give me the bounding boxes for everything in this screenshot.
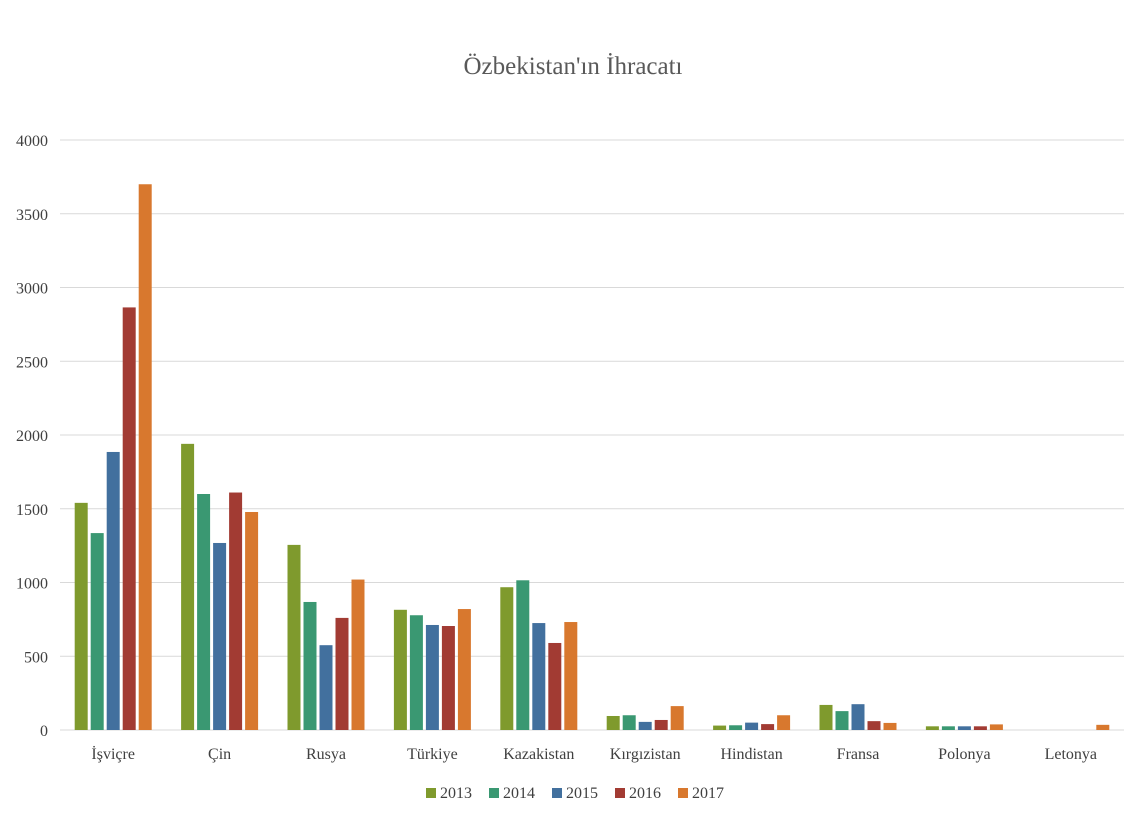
x-category-label: Çin xyxy=(208,746,231,763)
bar-2013-7 xyxy=(819,704,833,730)
legend-swatch-2016 xyxy=(615,788,625,798)
y-tick-label: 1500 xyxy=(16,502,48,519)
bar-2016-8 xyxy=(973,726,987,730)
bar-2016-4 xyxy=(548,642,562,730)
legend-label-2016: 2016 xyxy=(629,785,661,802)
bar-2014-5 xyxy=(622,715,636,730)
bar-2015-4 xyxy=(532,623,546,730)
bars xyxy=(74,184,1110,730)
x-category-label: Polonya xyxy=(938,746,990,763)
bar-2016-7 xyxy=(867,721,881,730)
y-tick-label: 0 xyxy=(40,723,48,740)
legend-label-2017: 2017 xyxy=(692,785,724,802)
legend: 2013 2014 2015 2016 2017 xyxy=(426,785,724,802)
bar-2013-2 xyxy=(287,544,301,730)
bar-2017-0 xyxy=(138,184,152,730)
bar-2016-1 xyxy=(229,492,243,730)
y-axis-ticks: 0 500 1000 1500 2000 2500 3000 3500 4000 xyxy=(16,133,48,740)
bar-2013-4 xyxy=(500,587,514,730)
bar-2017-3 xyxy=(457,609,471,730)
bar-2015-7 xyxy=(851,704,865,730)
bar-2013-0 xyxy=(74,502,88,730)
bar-2017-4 xyxy=(564,622,578,730)
bar-2017-5 xyxy=(670,706,684,730)
chart-title: Özbekistan'ın İhracatı xyxy=(464,53,683,80)
y-tick-label: 3500 xyxy=(16,207,48,224)
bar-2017-9 xyxy=(1096,724,1110,730)
bar-2014-3 xyxy=(409,615,423,730)
y-tick-label: 4000 xyxy=(16,133,48,150)
bar-2013-8 xyxy=(925,726,939,730)
x-category-label: Türkiye xyxy=(407,746,458,763)
bar-2015-5 xyxy=(638,721,652,730)
y-tick-label: 3000 xyxy=(16,281,48,298)
x-category-label: Letonya xyxy=(1045,746,1097,763)
bar-2016-5 xyxy=(654,719,668,730)
x-category-label: Hindistan xyxy=(720,746,782,763)
x-category-label: Fransa xyxy=(837,746,880,763)
bar-2013-3 xyxy=(393,609,407,730)
bar-2015-0 xyxy=(106,451,120,730)
bar-2015-3 xyxy=(425,624,439,730)
bar-2016-2 xyxy=(335,617,349,730)
bar-2014-0 xyxy=(90,533,104,730)
bar-2017-7 xyxy=(883,722,897,730)
legend-label-2013: 2013 xyxy=(440,785,472,802)
bar-2014-1 xyxy=(197,494,211,730)
legend-label-2015: 2015 xyxy=(566,785,598,802)
legend-label-2014: 2014 xyxy=(503,785,535,802)
bar-2014-2 xyxy=(303,601,317,730)
bar-2016-3 xyxy=(441,626,455,730)
bar-2014-8 xyxy=(941,726,955,730)
bar-2013-5 xyxy=(606,715,620,730)
bar-2014-7 xyxy=(835,711,849,730)
bar-2017-1 xyxy=(245,511,259,730)
legend-swatch-2017 xyxy=(678,788,688,798)
y-tick-label: 2500 xyxy=(16,354,48,371)
legend-swatch-2013 xyxy=(426,788,436,798)
bar-2016-0 xyxy=(122,307,136,730)
bar-2015-6 xyxy=(745,722,759,730)
y-tick-label: 1000 xyxy=(16,576,48,593)
bar-2017-2 xyxy=(351,579,365,730)
bar-2016-6 xyxy=(761,724,775,730)
bar-2015-8 xyxy=(957,726,971,730)
bar-2013-6 xyxy=(713,725,727,730)
bar-2015-2 xyxy=(319,645,333,730)
legend-swatch-2014 xyxy=(489,788,499,798)
bar-2017-6 xyxy=(777,715,791,730)
x-category-label: Kırgızistan xyxy=(610,746,681,763)
x-category-label: Rusya xyxy=(306,746,346,763)
x-category-label: İşviçre xyxy=(91,745,135,763)
bar-2014-6 xyxy=(729,725,743,730)
bar-2017-8 xyxy=(989,724,1003,730)
y-tick-label: 500 xyxy=(24,649,48,666)
bar-2013-1 xyxy=(181,443,195,730)
x-axis-categories: İşviçre Çin Rusya Türkiye Kazakistan Kırgızis… xyxy=(91,745,1097,763)
bar-2015-1 xyxy=(213,542,227,730)
bar-2014-4 xyxy=(516,580,530,730)
y-tick-label: 2000 xyxy=(16,428,48,445)
legend-swatch-2015 xyxy=(552,788,562,798)
x-category-label: Kazakistan xyxy=(503,746,574,763)
